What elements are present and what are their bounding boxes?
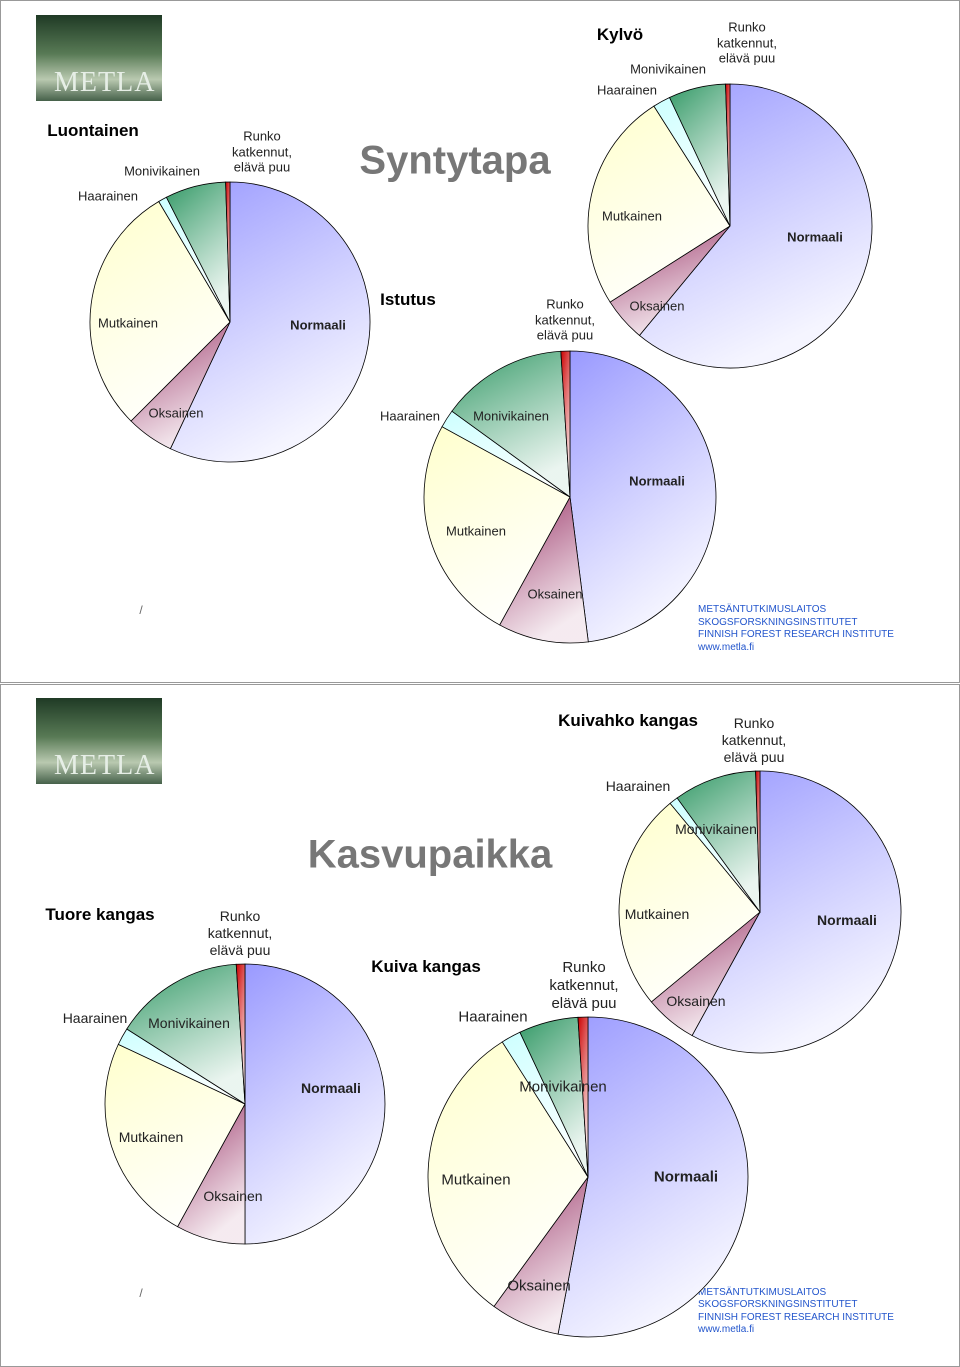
pie-slice	[89, 200, 231, 422]
pie-slice	[427, 1041, 589, 1307]
slice-label: Normaali	[653, 1168, 719, 1186]
pie-slice	[423, 426, 571, 626]
slice-label: Haarainen	[62, 1010, 128, 1026]
slice-label: Mutkainen	[118, 1129, 184, 1145]
pie-slice	[235, 963, 246, 1105]
pie-slice	[225, 181, 231, 323]
slice-label: Runko katkennut, elävä puu	[717, 19, 777, 66]
pie-slice	[104, 1043, 246, 1228]
slice-label: Haarainen	[78, 188, 138, 204]
slice-label: Monivikainen	[675, 821, 757, 837]
slice-label: Monivikainen	[519, 1078, 607, 1096]
chart-title: Kylvö	[596, 25, 644, 44]
logo-text: METLA	[54, 750, 156, 781]
footer-line: SKOGSFORSKNINGSINSTITUTET	[698, 617, 858, 628]
slice-label: Normaali	[301, 1080, 361, 1096]
slice-label: Oksainen	[507, 1277, 571, 1295]
pie-slice	[587, 105, 731, 303]
slice-label: Haarainen	[458, 1008, 528, 1026]
slice-label: Normaali	[817, 912, 877, 928]
chart-title: Kuiva kangas	[371, 957, 481, 976]
slide-title: Syntytapa	[359, 138, 551, 183]
chart-title: Luontainen	[47, 121, 139, 140]
pie-slice	[691, 770, 902, 1054]
slice-label: Monivikainen	[630, 61, 706, 77]
pie-slice	[577, 1016, 589, 1178]
slice-label: Normaali	[290, 317, 346, 333]
slice-label: Monivikainen	[473, 408, 549, 424]
slice-label: Runko katkennut, elävä puu	[721, 714, 787, 765]
pie-slice	[126, 963, 246, 1105]
pie-slice	[244, 963, 386, 1245]
chart-title: Tuore kangas	[45, 905, 155, 924]
footer-line: FINNISH FOREST RESEARCH INSTITUTE	[698, 629, 894, 640]
slice-label: Mutkainen	[441, 1171, 511, 1189]
slide-title: Kasvupaikka	[307, 832, 553, 877]
footer-line: METSÄNTUTKIMUSLAITOS	[698, 1287, 827, 1298]
chart-title: Kuivahko kangas	[558, 711, 698, 730]
pie-slice	[569, 350, 717, 643]
footer-line: www.metla.fi	[698, 642, 755, 653]
slice-label: Haarainen	[380, 408, 440, 424]
slice-label: Normaali	[629, 473, 685, 489]
slice-label: Normaali	[787, 229, 843, 245]
pie-slice	[755, 770, 761, 913]
pie-slice	[499, 495, 589, 644]
slice-label: Mutkainen	[446, 523, 506, 539]
slice-label: Oksainen	[666, 993, 726, 1009]
footer-line: METSÄNTUTKIMUSLAITOS	[698, 604, 827, 615]
slice-label: Runko katkennut, elävä puu	[549, 959, 619, 1012]
pie-slice	[638, 83, 873, 369]
logo: METLA	[36, 698, 162, 784]
pie-slice	[557, 1016, 749, 1338]
logo-text: METLA	[54, 67, 156, 98]
slice-label: Mutkainen	[98, 315, 158, 331]
slice-label: Monivikainen	[124, 163, 200, 179]
slash: /	[139, 603, 143, 617]
slice-label: Mutkainen	[624, 906, 690, 922]
slice-label: Runko katkennut, elävä puu	[232, 128, 292, 175]
pie-slice	[618, 802, 761, 1003]
slice-label: Runko katkennut, elävä puu	[535, 296, 595, 343]
pie-slice	[725, 83, 731, 227]
slice-label: Monivikainen	[148, 1015, 230, 1031]
pie-slice	[560, 350, 571, 498]
slice-label: Oksainen	[527, 586, 583, 602]
chart-title: Istutus	[380, 290, 436, 309]
footer-line: SKOGSFORSKNINGSINSTITUTET	[698, 1299, 858, 1310]
slice-label: Oksainen	[629, 298, 685, 314]
logo: METLA	[36, 15, 162, 101]
slice-label: Haarainen	[605, 778, 671, 794]
slice-label: Oksainen	[203, 1188, 263, 1204]
footer-line: www.metla.fi	[698, 1324, 755, 1335]
pie-slice	[676, 770, 761, 914]
slice-label: Mutkainen	[602, 208, 662, 224]
slice-label: Haarainen	[597, 82, 657, 98]
slice-label: Runko katkennut, elävä puu	[207, 907, 273, 958]
pie-slice	[451, 350, 571, 498]
pie-slice	[169, 181, 371, 463]
slice-label: Oksainen	[148, 405, 204, 421]
footer-line: FINNISH FOREST RESEARCH INSTITUTE	[698, 1312, 894, 1323]
slash: /	[139, 1286, 143, 1300]
